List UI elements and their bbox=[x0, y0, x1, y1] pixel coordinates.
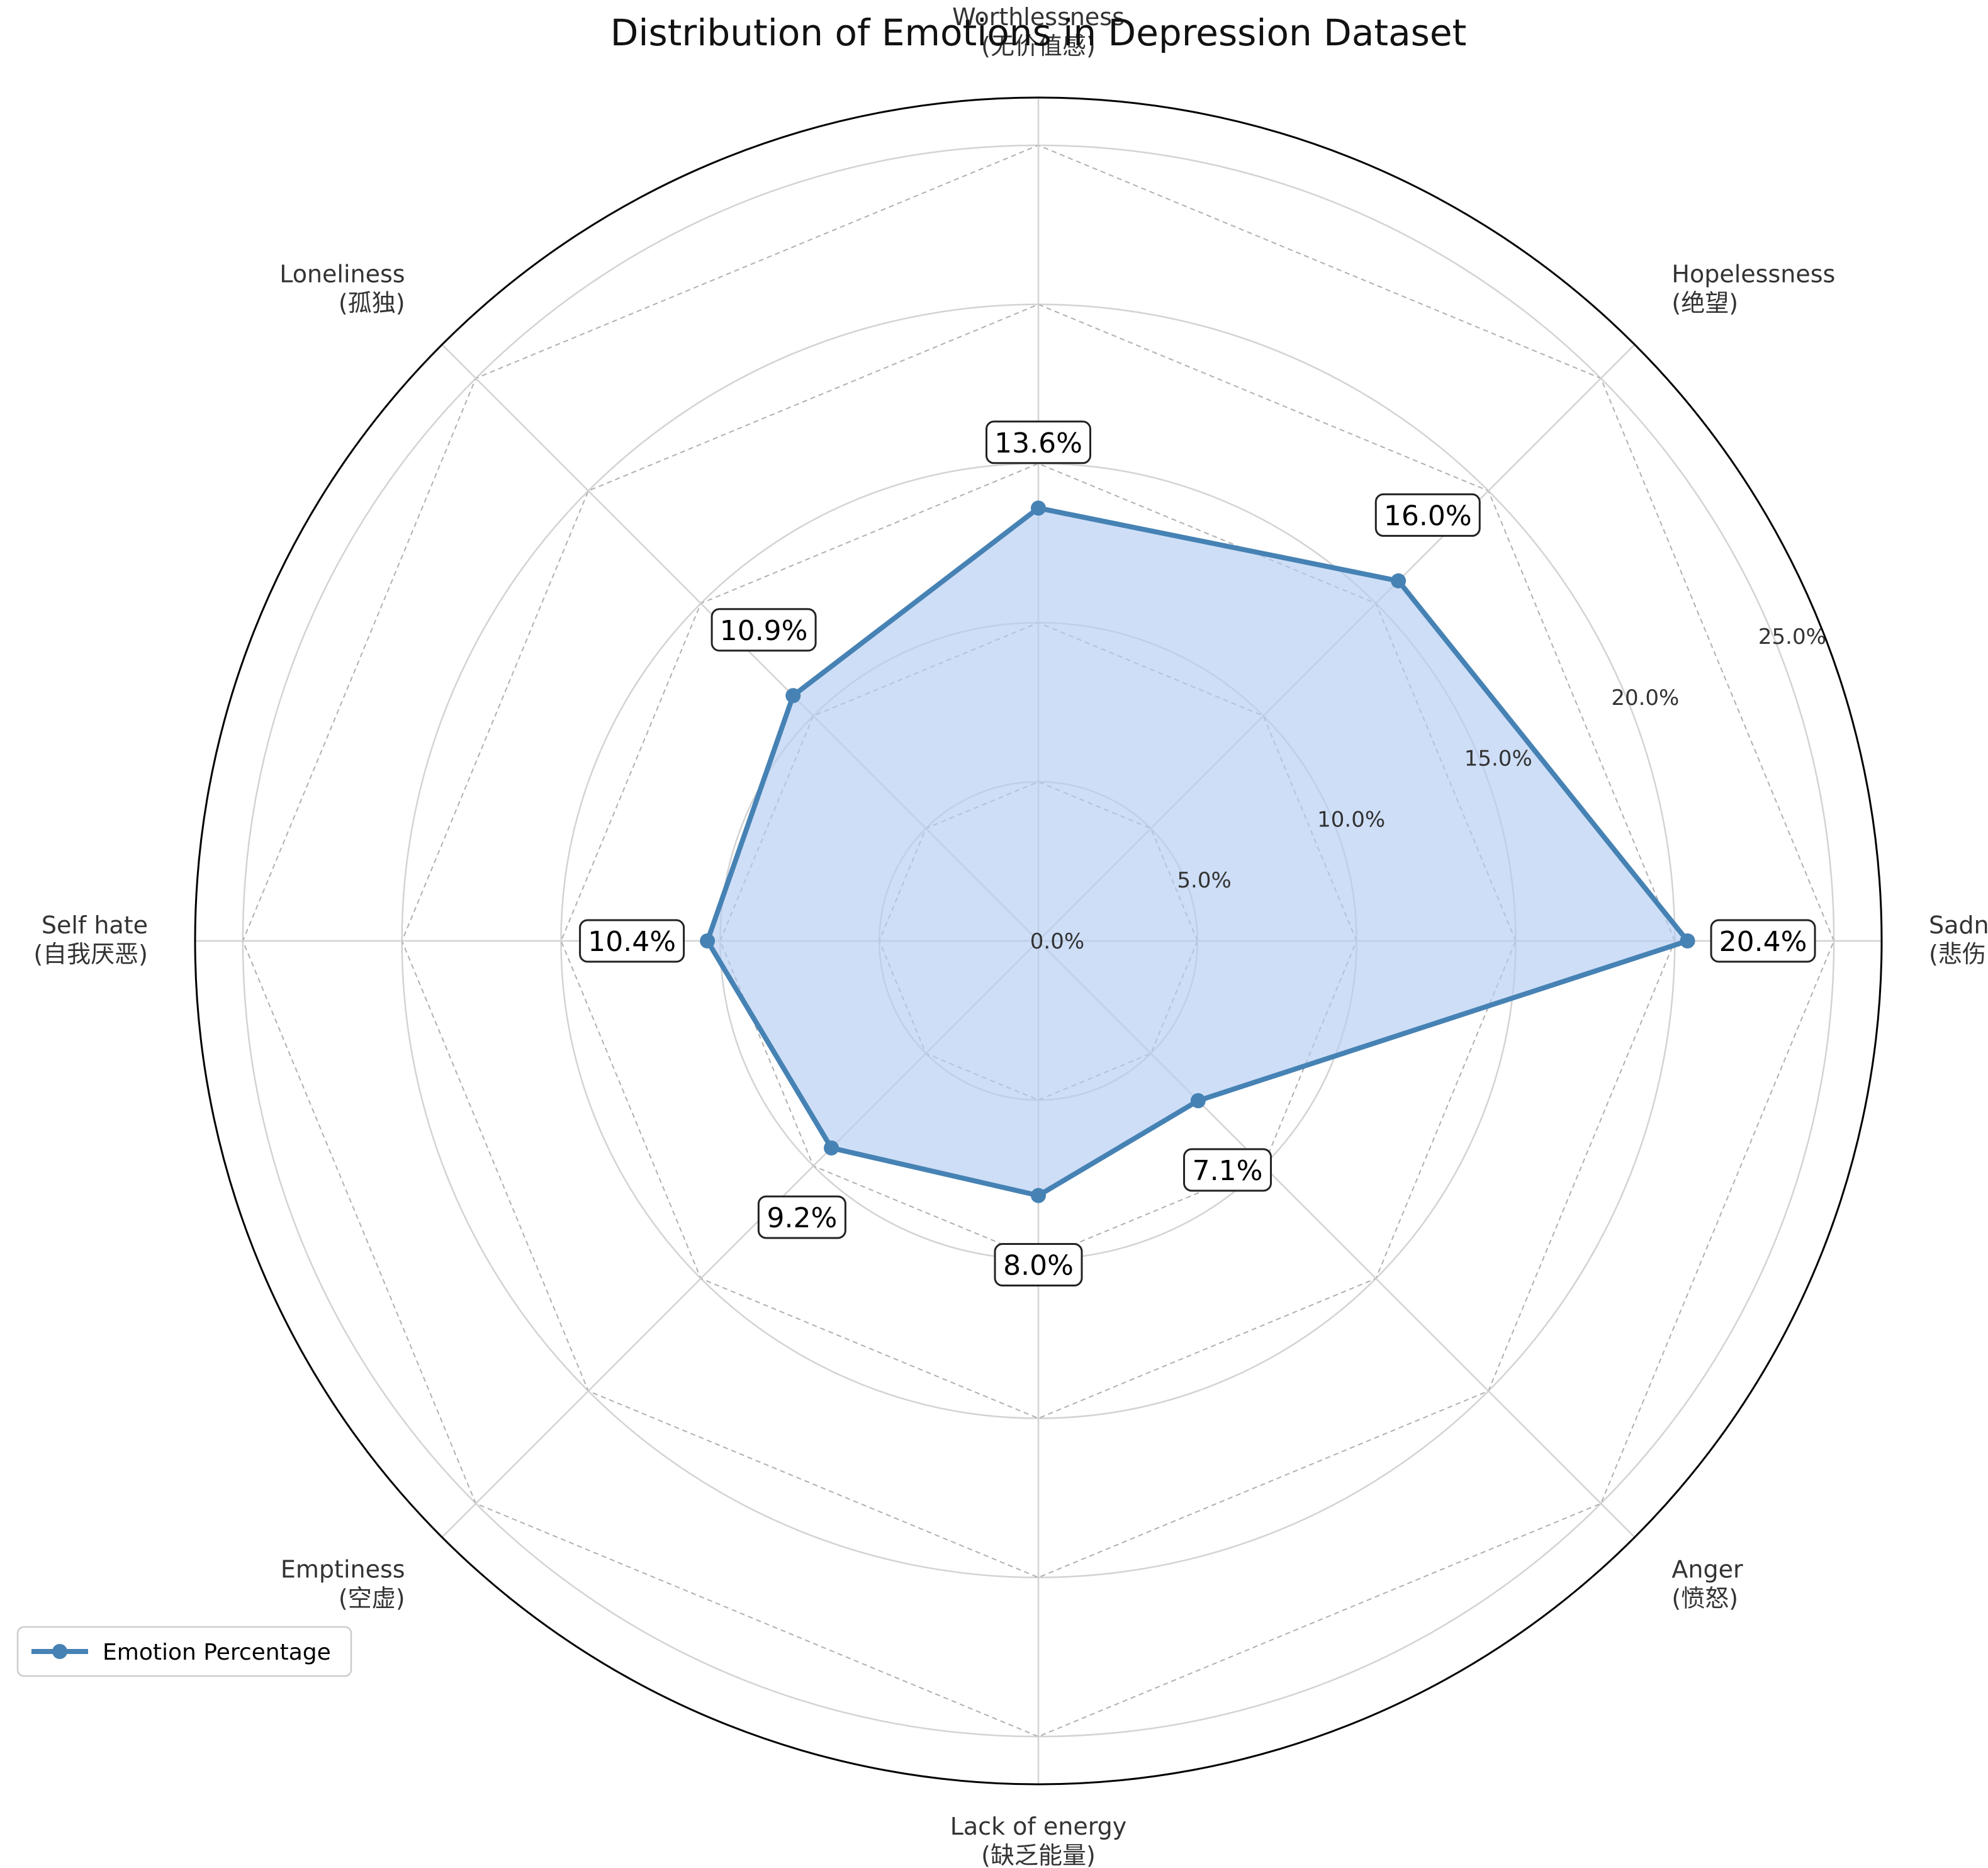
r-tick-label: 20.0% bbox=[1611, 685, 1679, 711]
r-tick-label: 0.0% bbox=[1030, 929, 1084, 954]
category-label: Loneliness(孤独) bbox=[279, 261, 405, 317]
category-label: Self hate(自我厌恶) bbox=[33, 911, 148, 968]
category-name-cn: (无价值感) bbox=[981, 32, 1096, 60]
category-name: Sadness bbox=[1929, 911, 1988, 939]
category-label: Worthlessness(无价值感) bbox=[952, 3, 1125, 60]
category-label: Lack of energy(缺乏能量) bbox=[950, 1813, 1127, 1868]
data-label-box bbox=[986, 420, 1091, 464]
r-tick-label: 25.0% bbox=[1758, 624, 1826, 650]
legend-box bbox=[16, 1626, 352, 1677]
category-name-cn: (悲伤) bbox=[1929, 940, 1988, 968]
legend: Emotion Percentage bbox=[16, 1626, 352, 1677]
category-label: Emptiness(空虚) bbox=[281, 1555, 405, 1612]
data-point bbox=[700, 933, 716, 948]
data-label: 20.4% bbox=[1710, 919, 1816, 963]
data-label-box bbox=[710, 608, 817, 652]
data-point bbox=[824, 1140, 840, 1156]
data-label-box bbox=[1374, 493, 1481, 537]
label-layer: 0.0% 5.0% 10.0% 15.0% 20.0% 25.0% Sadness(悲伤) H… bbox=[33, 3, 1988, 1868]
r-gridline-polygon bbox=[719, 622, 1357, 1260]
data-point bbox=[1031, 1188, 1046, 1203]
r-tick-label: 15.0% bbox=[1464, 746, 1532, 772]
legend-marker bbox=[52, 1644, 67, 1659]
category-name: Hopelessness bbox=[1671, 261, 1835, 288]
data-label-text: 7.1% bbox=[1193, 1155, 1263, 1187]
data-label-text: 10.4% bbox=[588, 926, 676, 958]
category-name-cn: (空虚) bbox=[339, 1584, 405, 1612]
category-label: Sadness(悲伤) bbox=[1929, 911, 1988, 968]
data-label: 9.2% bbox=[757, 1195, 846, 1239]
data-label-text: 20.4% bbox=[1719, 926, 1807, 958]
r-tick-label: 5.0% bbox=[1177, 868, 1231, 893]
category-name-cn: (孤独) bbox=[339, 290, 405, 317]
data-label-box bbox=[1710, 919, 1816, 963]
data-label: 16.0% bbox=[1374, 493, 1481, 537]
legend-label: Emotion Percentage bbox=[103, 1640, 331, 1665]
series-layer bbox=[700, 500, 1695, 1203]
data-label: 13.6% bbox=[986, 420, 1091, 464]
category-name: Anger bbox=[1671, 1555, 1743, 1583]
category-name: Emptiness bbox=[281, 1555, 405, 1583]
data-label: 10.4% bbox=[579, 919, 685, 963]
data-point bbox=[785, 688, 801, 704]
data-label-box bbox=[579, 919, 685, 963]
category-name-cn: (缺乏能量) bbox=[981, 1842, 1096, 1868]
category-name: Lack of energy bbox=[950, 1813, 1127, 1840]
data-label-box bbox=[757, 1195, 846, 1239]
outer-circle bbox=[194, 96, 1883, 1786]
data-label-text: 13.6% bbox=[994, 427, 1082, 459]
data-label: 10.9% bbox=[710, 608, 817, 652]
data-label-text: 8.0% bbox=[1003, 1250, 1074, 1282]
r-tick-label: 10.0% bbox=[1317, 807, 1385, 832]
category-name: Self hate bbox=[42, 911, 148, 939]
data-point bbox=[1391, 573, 1407, 588]
category-name-cn: (绝望) bbox=[1671, 290, 1738, 317]
data-point bbox=[1680, 933, 1695, 948]
data-label-text: 16.0% bbox=[1384, 500, 1472, 532]
category-name: Loneliness bbox=[279, 261, 405, 288]
category-name-cn: (愤怒) bbox=[1671, 1584, 1738, 1612]
chart-title: Distribution of Emotions in Depression D… bbox=[610, 11, 1467, 54]
category-label: Anger(愤怒) bbox=[1671, 1555, 1743, 1612]
data-label-text: 9.2% bbox=[767, 1202, 837, 1234]
category-label: Hopelessness(绝望) bbox=[1671, 261, 1835, 317]
data-point bbox=[1190, 1093, 1206, 1108]
category-name-cn: (自我厌恶) bbox=[33, 940, 148, 968]
data-label-box bbox=[1183, 1148, 1272, 1192]
data-label: 8.0% bbox=[994, 1243, 1083, 1287]
category-name: Worthlessness bbox=[952, 3, 1125, 31]
series-area bbox=[707, 508, 1688, 1196]
data-label: 7.1% bbox=[1183, 1148, 1272, 1192]
data-point bbox=[1031, 500, 1046, 516]
data-label-box bbox=[994, 1243, 1083, 1287]
data-label-text: 10.9% bbox=[720, 615, 808, 647]
